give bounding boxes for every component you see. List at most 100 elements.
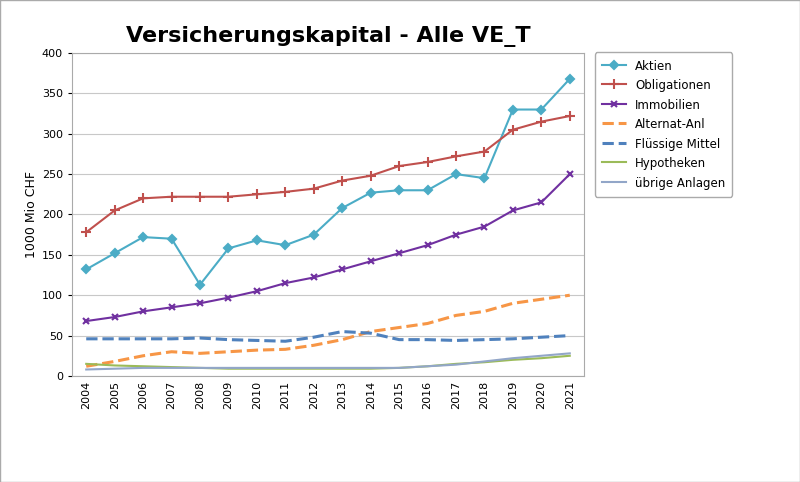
übrige Anlagen	[166, 365, 176, 371]
Obligationen	[138, 195, 148, 201]
Line: Flüssige Mittel: Flüssige Mittel	[86, 332, 570, 341]
Alternat-Anl	[252, 347, 262, 353]
Aktien	[110, 250, 119, 256]
Aktien	[252, 238, 262, 243]
Hypotheken	[82, 361, 91, 367]
Flüssige Mittel	[451, 337, 461, 343]
Alternat-Anl	[508, 300, 518, 306]
Alternat-Anl	[394, 325, 404, 331]
Aktien	[537, 107, 546, 112]
Hypotheken	[508, 357, 518, 362]
Immobilien	[451, 232, 461, 238]
Hypotheken	[422, 363, 432, 369]
Alternat-Anl	[338, 337, 347, 343]
Immobilien	[366, 258, 375, 264]
Immobilien	[537, 200, 546, 205]
Aktien	[195, 282, 205, 288]
Hypotheken	[110, 362, 119, 368]
Flüssige Mittel	[82, 336, 91, 342]
Alternat-Anl	[138, 353, 148, 359]
Aktien	[224, 245, 234, 251]
übrige Anlagen	[252, 365, 262, 371]
Immobilien	[338, 267, 347, 272]
Immobilien	[508, 208, 518, 214]
Flüssige Mittel	[195, 335, 205, 341]
übrige Anlagen	[394, 365, 404, 371]
Alternat-Anl	[565, 292, 574, 298]
Aktien	[166, 236, 176, 241]
Aktien	[82, 267, 91, 272]
Immobilien	[394, 250, 404, 256]
Immobilien	[252, 288, 262, 294]
Flüssige Mittel	[224, 337, 234, 343]
Hypotheken	[394, 365, 404, 371]
Obligationen	[366, 173, 375, 179]
Line: übrige Anlagen: übrige Anlagen	[86, 353, 570, 370]
Alternat-Anl	[451, 312, 461, 318]
Hypotheken	[195, 365, 205, 371]
übrige Anlagen	[338, 365, 347, 371]
Aktien	[508, 107, 518, 112]
Hypotheken	[480, 360, 490, 365]
Flüssige Mittel	[138, 336, 148, 342]
Flüssige Mittel	[309, 335, 318, 340]
Flüssige Mittel	[480, 337, 490, 343]
Immobilien	[309, 275, 318, 281]
Obligationen	[338, 178, 347, 184]
Immobilien	[195, 300, 205, 306]
Line: Hypotheken: Hypotheken	[86, 356, 570, 369]
Alternat-Anl	[422, 321, 432, 326]
Alternat-Anl	[166, 349, 176, 355]
Aktien	[422, 187, 432, 193]
Immobilien	[166, 305, 176, 310]
Aktien	[338, 205, 347, 211]
Hypotheken	[565, 353, 574, 359]
übrige Anlagen	[110, 366, 119, 372]
Aktien	[309, 232, 318, 238]
Alternat-Anl	[281, 347, 290, 352]
Obligationen	[195, 194, 205, 200]
Aktien	[281, 242, 290, 248]
Flüssige Mittel	[565, 333, 574, 338]
Aktien	[366, 190, 375, 196]
übrige Anlagen	[281, 365, 290, 371]
Hypotheken	[224, 366, 234, 372]
übrige Anlagen	[82, 367, 91, 373]
übrige Anlagen	[309, 365, 318, 371]
Obligationen	[309, 186, 318, 191]
Obligationen	[565, 113, 574, 119]
übrige Anlagen	[422, 363, 432, 369]
Hypotheken	[338, 366, 347, 372]
Immobilien	[138, 308, 148, 314]
Flüssige Mittel	[338, 329, 347, 335]
Hypotheken	[537, 355, 546, 361]
Aktien	[138, 234, 148, 240]
Alternat-Anl	[224, 349, 234, 355]
Obligationen	[422, 159, 432, 165]
Legend: Aktien, Obligationen, Immobilien, Alternat-Anl, Flüssige Mittel, Hypotheken, übr: Aktien, Obligationen, Immobilien, Altern…	[595, 53, 733, 197]
Obligationen	[82, 229, 91, 235]
übrige Anlagen	[508, 355, 518, 361]
Obligationen	[110, 208, 119, 214]
Immobilien	[480, 224, 490, 229]
Obligationen	[281, 189, 290, 195]
Alternat-Anl	[480, 308, 490, 314]
Obligationen	[252, 191, 262, 197]
Hypotheken	[309, 366, 318, 372]
Flüssige Mittel	[166, 336, 176, 342]
Obligationen	[451, 153, 461, 159]
Flüssige Mittel	[281, 338, 290, 344]
Flüssige Mittel	[394, 337, 404, 343]
Hypotheken	[138, 363, 148, 369]
übrige Anlagen	[366, 365, 375, 371]
Obligationen	[166, 194, 176, 200]
Alternat-Anl	[366, 329, 375, 335]
Immobilien	[422, 242, 432, 248]
Obligationen	[508, 127, 518, 133]
Hypotheken	[451, 361, 461, 367]
Obligationen	[224, 194, 234, 200]
Alternat-Anl	[82, 363, 91, 369]
Line: Aktien: Aktien	[83, 76, 573, 287]
übrige Anlagen	[537, 353, 546, 359]
Y-axis label: 1000 Mio CHF: 1000 Mio CHF	[25, 171, 38, 258]
